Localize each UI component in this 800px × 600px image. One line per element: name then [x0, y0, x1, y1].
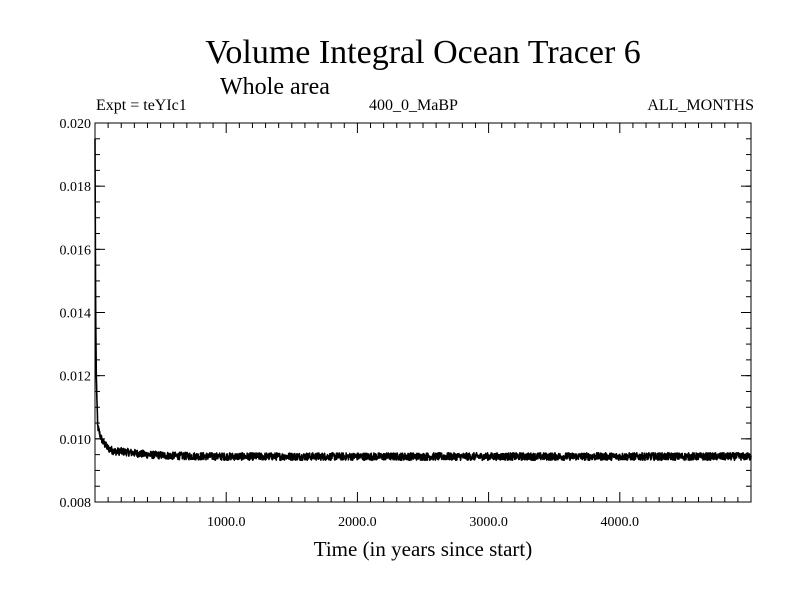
y-tick-label: 0.016 — [60, 243, 92, 258]
chart-subtitle: Whole area — [220, 74, 330, 100]
x-tick-label: 3000.0 — [469, 515, 508, 530]
y-tick-label: 0.008 — [60, 496, 92, 511]
plot-frame — [94, 122, 752, 503]
series-line — [94, 138, 752, 462]
period-label: 400_0_MaBP — [369, 97, 458, 114]
y-tick-label: 0.020 — [60, 117, 92, 132]
months-label: ALL_MONTHS — [647, 97, 754, 114]
x-axis-label: Time (in years since start) — [313, 537, 533, 561]
chart-title: Volume Integral Ocean Tracer 6 — [205, 34, 641, 71]
y-tick-label: 0.014 — [60, 307, 92, 322]
y-tick-label: 0.010 — [60, 433, 92, 448]
x-tick-label: 2000.0 — [338, 515, 377, 530]
y-tick-label: 0.018 — [60, 180, 92, 195]
experiment-label: Expt = teYIc1 — [96, 97, 187, 114]
x-tick-label: 4000.0 — [601, 515, 640, 530]
y-tick-label: 0.012 — [60, 370, 92, 385]
x-tick-label: 1000.0 — [207, 515, 246, 530]
